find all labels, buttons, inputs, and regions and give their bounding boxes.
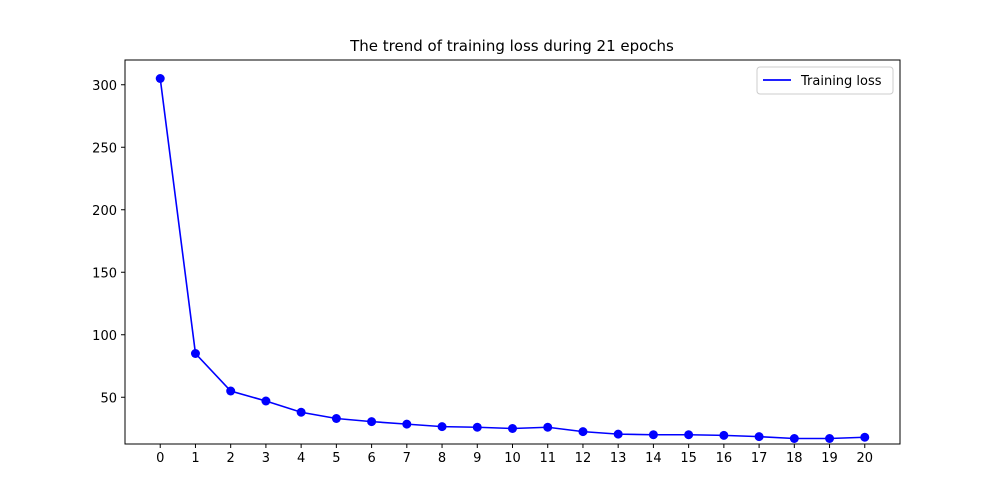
x-tick-label: 0 <box>156 451 164 466</box>
data-point <box>789 434 799 443</box>
x-tick-label: 13 <box>610 451 627 466</box>
y-tick-label: 100 <box>92 329 117 344</box>
x-tick-label: 5 <box>332 451 340 466</box>
x-tick-label: 2 <box>227 451 235 466</box>
data-point <box>296 407 306 417</box>
x-tick-label: 11 <box>539 451 556 466</box>
x-tick-label: 17 <box>751 451 768 466</box>
x-tick-label: 20 <box>856 451 873 466</box>
x-tick-label: 8 <box>438 451 446 466</box>
data-point <box>261 396 271 406</box>
data-point <box>331 414 341 423</box>
data-point <box>578 427 588 437</box>
x-tick-label: 10 <box>504 451 521 466</box>
axes-frame <box>124 59 901 445</box>
legend-box <box>756 66 894 95</box>
x-tick-label: 12 <box>575 451 592 466</box>
y-tick-label: 50 <box>100 391 117 406</box>
x-tick-label: 19 <box>821 451 838 466</box>
plot-area <box>155 74 870 443</box>
data-point <box>860 432 870 442</box>
x-tick-label: 6 <box>367 451 375 466</box>
x-tick-label: 14 <box>645 451 662 466</box>
x-tick-label: 7 <box>403 451 411 466</box>
x-tick-label: 15 <box>680 451 697 466</box>
x-tick-label: 16 <box>716 451 733 466</box>
x-tick-label: 9 <box>473 451 481 466</box>
series-line-training-loss <box>159 78 865 440</box>
x-tick-label: 18 <box>786 451 803 466</box>
data-point <box>719 430 729 440</box>
data-point <box>684 430 694 440</box>
data-point <box>437 422 447 432</box>
data-point <box>754 432 764 442</box>
data-point <box>402 419 412 429</box>
data-point <box>825 434 835 443</box>
data-point <box>367 417 377 427</box>
x-tick-label: 1 <box>191 451 199 466</box>
data-point <box>190 349 200 358</box>
x-tick-label: 3 <box>262 451 270 466</box>
data-point <box>508 424 517 433</box>
data-point <box>543 422 553 432</box>
legend: Training loss <box>756 66 894 95</box>
y-tick-label: 200 <box>92 204 117 219</box>
y-tick-label: 150 <box>92 266 117 281</box>
data-point <box>472 422 482 432</box>
y-tick-label: 300 <box>92 79 117 94</box>
x-axis: 0 1 2 3 4 5 6 7 8 9 10 11 12 13 14 15 16 17 18 19 20 <box>156 444 873 466</box>
x-tick-label: 4 <box>297 451 305 466</box>
y-axis: 50 100 150 200 250 300 <box>92 79 125 406</box>
legend-entry-training-loss: Training loss <box>800 74 882 89</box>
y-tick-label: 250 <box>92 141 117 156</box>
data-point <box>648 430 658 440</box>
data-point <box>226 386 236 396</box>
data-point <box>155 74 165 83</box>
data-point <box>613 429 623 439</box>
chart-title: The trend of training loss during 21 epo… <box>349 37 674 55</box>
